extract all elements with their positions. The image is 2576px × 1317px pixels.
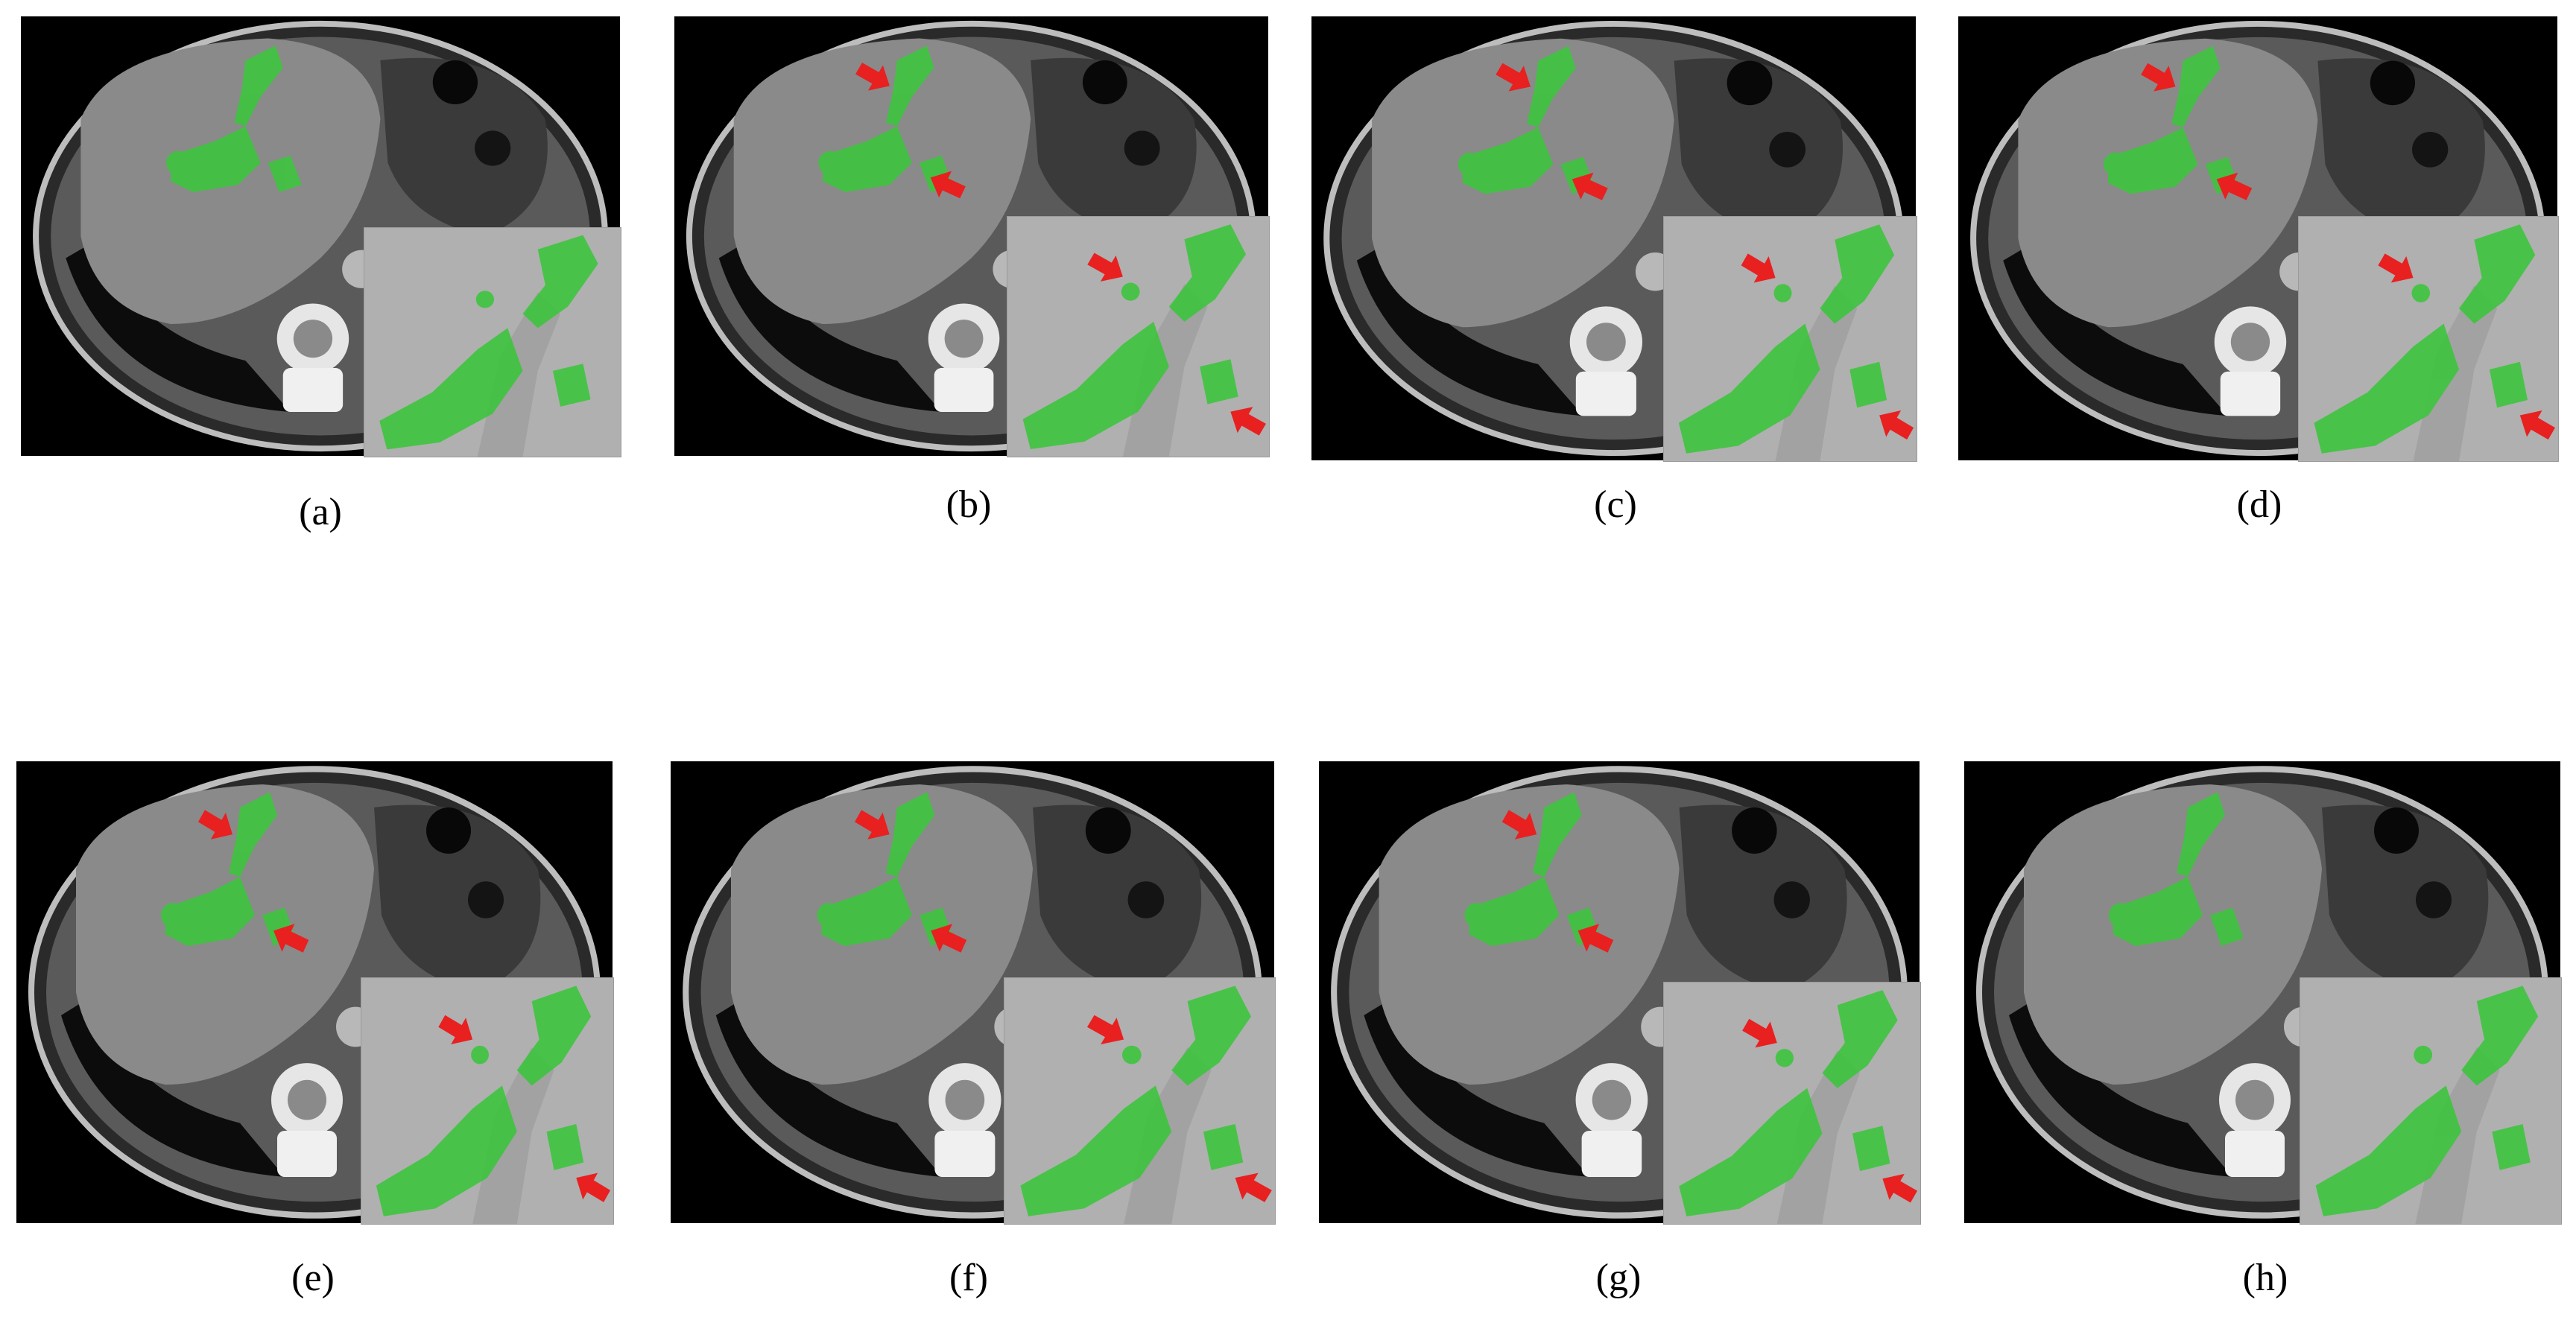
vessel-segmentation-zoom: [376, 986, 592, 1216]
red-arrow: [1496, 63, 1531, 92]
vessel-segmentation: [2103, 45, 2239, 194]
zoom-inset-c: [1663, 216, 1917, 462]
zoom-inset-f: [1004, 977, 1276, 1225]
vessel-segmentation-zoom: [1022, 224, 1247, 449]
zoom-inset-b: [1007, 216, 1270, 457]
bowel: [2322, 805, 2489, 992]
red-arrow: [2519, 410, 2555, 440]
zoom-image: [2299, 217, 2558, 461]
zoom-image: [364, 228, 621, 457]
lung-region: [715, 992, 943, 1177]
bowel: [1679, 805, 1847, 992]
red-arrow: [2216, 172, 2253, 200]
vessel-segmentation-zoom: [379, 235, 598, 450]
caption-d: (d): [2236, 483, 2282, 526]
zoom-inset-d: [2298, 216, 2559, 462]
bowel: [380, 57, 548, 236]
caption-b: (b): [946, 483, 992, 526]
lung-region: [1364, 992, 1589, 1177]
red-arrow: [197, 810, 232, 840]
red-arrow: [2141, 63, 2176, 92]
bowel: [1674, 58, 1844, 238]
lung-region: [1356, 238, 1583, 416]
zoom-inset-e: [361, 977, 614, 1225]
red-arrow: [1230, 407, 1266, 436]
vessel-segmentation-zoom: [1678, 224, 1895, 454]
red-arrow: [1086, 1015, 1124, 1045]
vessel-segmentation-zoom: [2314, 224, 2536, 454]
red-arrow: [1235, 1172, 1272, 1202]
red-arrow: [273, 924, 309, 953]
red-arrow: [1742, 1018, 1777, 1048]
zoom-image: [2300, 978, 2561, 1224]
zoom-inset-a: [364, 227, 621, 457]
zoom-inset-h: [2300, 977, 2562, 1225]
lung-region: [66, 236, 291, 412]
caption-g: (g): [1595, 1257, 1642, 1299]
vessel-segmentation-zoom: [2315, 986, 2539, 1216]
vessel-segmentation: [2109, 792, 2244, 946]
red-arrow: [1577, 924, 1614, 953]
red-arrow: [1882, 1173, 1918, 1203]
vessel-segmentation: [165, 45, 302, 192]
vessel-segmentation: [1464, 792, 1601, 946]
vessel-segmentation-zoom: [1679, 990, 1898, 1216]
red-arrow: [2378, 253, 2414, 283]
red-arrow: [1879, 410, 1914, 440]
red-arrow: [1741, 253, 1776, 283]
red-arrow: [855, 63, 890, 91]
zoom-image: [361, 978, 613, 1224]
zoom-image: [1664, 217, 1917, 461]
red-arrow: [1572, 172, 1608, 200]
red-arrow: [438, 1015, 473, 1045]
caption-h: (h): [2242, 1257, 2288, 1299]
caption-f: (f): [949, 1257, 988, 1299]
zoom-image: [1664, 983, 1920, 1224]
red-arrow: [930, 171, 966, 199]
lung-region: [2009, 992, 2232, 1177]
caption-c: (c): [1594, 483, 1637, 526]
red-arrow: [854, 810, 890, 840]
lung-region: [718, 236, 942, 412]
vessel-segmentation-zoom: [1020, 986, 1251, 1216]
ct-scan-b: [674, 16, 1268, 456]
bowel: [2317, 58, 2485, 238]
vessel-segmentation: [818, 45, 953, 192]
zoom-image: [1004, 978, 1275, 1224]
lung-region: [2003, 238, 2228, 416]
vessel-segmentation: [161, 792, 296, 946]
vessel-segmentation: [817, 792, 954, 946]
caption-a: (a): [299, 491, 342, 533]
red-arrow: [1501, 810, 1537, 840]
lung-region: [61, 992, 285, 1177]
bowel: [1031, 57, 1197, 236]
ct-image: [674, 16, 1268, 456]
red-arrow: [931, 924, 967, 953]
bowel: [1033, 805, 1202, 992]
bowel: [374, 805, 541, 992]
ct-image: [1964, 761, 2560, 1223]
caption-e: (e): [291, 1257, 335, 1299]
red-arrow: [576, 1172, 611, 1202]
zoom-image: [1007, 217, 1269, 457]
zoom-inset-g: [1663, 982, 1921, 1225]
red-arrow: [1087, 253, 1123, 282]
